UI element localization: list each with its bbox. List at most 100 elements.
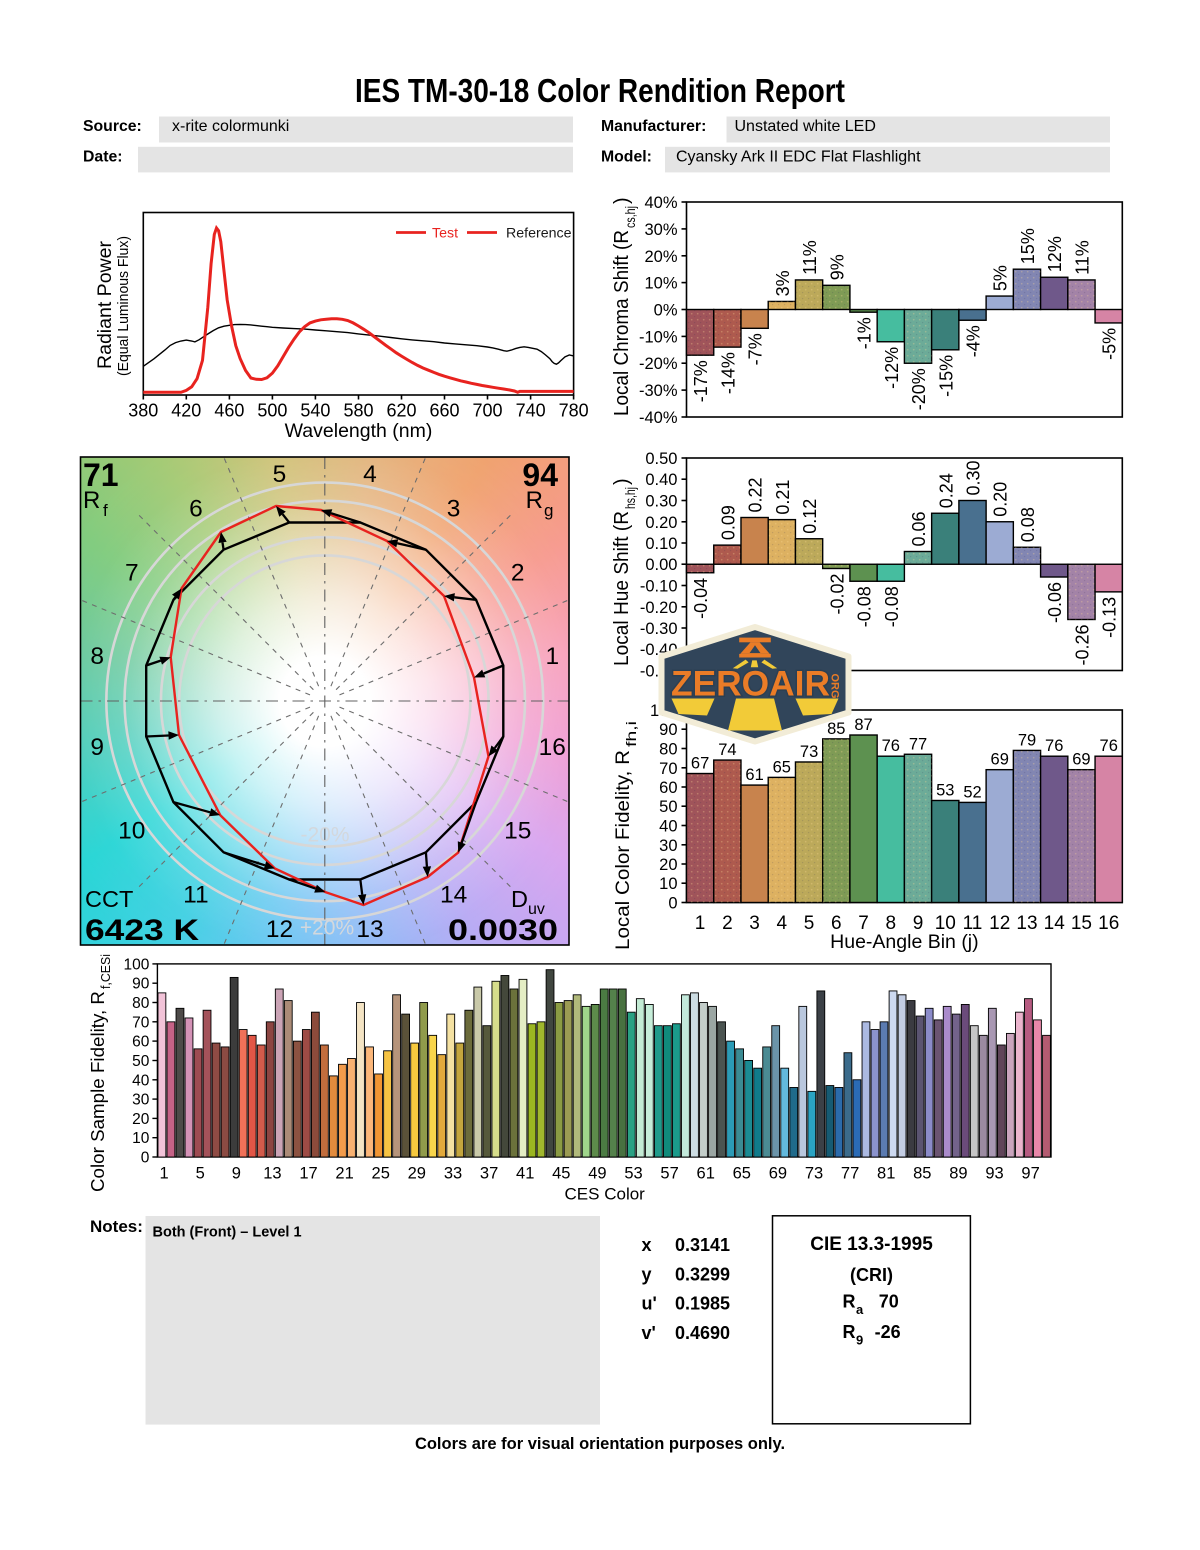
svg-text:65: 65 [773,758,791,776]
svg-text:-12%: -12% [882,347,902,389]
svg-text:g: g [544,501,553,520]
svg-text:0.4690: 0.4690 [675,1323,730,1343]
svg-text:Unstated white LED: Unstated white LED [735,118,876,135]
svg-text:Local Chroma Shift (R: Local Chroma Shift (R [611,230,633,416]
svg-text:Radiant Power: Radiant Power [95,240,116,369]
svg-text:a: a [856,1302,864,1317]
svg-text:9%: 9% [827,254,847,280]
svg-text:65: 65 [733,1165,751,1183]
svg-text:93: 93 [985,1165,1003,1183]
svg-text:70: 70 [132,1014,150,1031]
svg-text:1: 1 [695,913,706,934]
svg-text:5%: 5% [991,265,1011,291]
svg-text:9: 9 [90,734,104,761]
svg-text:0.24: 0.24 [936,473,956,508]
svg-text:97: 97 [1021,1165,1039,1183]
svg-text:60: 60 [132,1034,150,1051]
svg-text:-0.02: -0.02 [827,574,847,615]
svg-text:87: 87 [854,716,872,734]
svg-text:3%: 3% [773,270,793,296]
svg-text:41: 41 [516,1165,534,1183]
svg-text:): ) [611,478,633,485]
svg-text:14: 14 [1044,913,1066,934]
svg-text:f: f [103,501,108,520]
svg-text:30: 30 [659,837,677,855]
svg-text:-0.10: -0.10 [640,578,678,596]
svg-text:Local Hue Shift (R: Local Hue Shift (R [611,511,633,666]
svg-text:53: 53 [624,1165,642,1183]
svg-text:2: 2 [511,560,525,587]
svg-text:9: 9 [232,1165,241,1183]
svg-text:15%: 15% [1018,228,1038,264]
svg-text:61: 61 [745,766,763,784]
svg-text:-26: -26 [875,1322,901,1342]
svg-text:R: R [83,487,100,514]
svg-text:620: 620 [386,401,416,421]
svg-text:8: 8 [90,643,104,670]
svg-text:660: 660 [429,401,459,421]
svg-text:-30%: -30% [639,382,678,400]
svg-text:81: 81 [877,1165,895,1183]
svg-text:-17%: -17% [691,360,711,402]
svg-text:61: 61 [697,1165,715,1183]
svg-text:-10%: -10% [639,328,678,346]
svg-text:Color Sample Fidelity, R: Color Sample Fidelity, R [88,991,108,1192]
svg-text:5: 5 [273,461,287,488]
svg-text:IES TM-30-18 Color Rendition R: IES TM-30-18 Color Rendition Report [355,72,845,109]
svg-text:69: 69 [991,751,1009,769]
svg-text:40: 40 [659,818,677,836]
svg-text:-20%: -20% [639,355,678,373]
svg-text:90: 90 [132,976,150,993]
svg-text:Source:: Source: [83,118,142,135]
svg-text:Local Color Fidelity, R: Local Color Fidelity, R [613,750,634,950]
svg-text:90: 90 [659,721,677,739]
svg-text:+20%: +20% [300,917,354,940]
svg-text:0.30: 0.30 [964,460,984,495]
svg-text:Wavelength (nm): Wavelength (nm) [285,420,433,442]
svg-text:45: 45 [552,1165,570,1183]
svg-text:-1%: -1% [855,317,875,349]
svg-text:-0.13: -0.13 [1100,597,1120,638]
svg-text:0: 0 [668,895,677,913]
svg-text:Manufacturer:: Manufacturer: [601,118,706,135]
svg-text:ORG: ORG [829,674,841,699]
svg-text:50: 50 [659,798,677,816]
svg-text:780: 780 [559,401,589,421]
svg-text:16: 16 [539,734,566,761]
svg-text:69: 69 [1072,751,1090,769]
svg-text:R: R [843,1322,856,1342]
svg-text:-0.26: -0.26 [1072,625,1092,666]
svg-text:hs,hj: hs,hj [622,487,638,509]
svg-text:85: 85 [827,720,845,738]
svg-text:740: 740 [516,401,546,421]
svg-text:0.22: 0.22 [746,477,766,512]
svg-text:8: 8 [886,913,897,934]
svg-text:1: 1 [545,643,559,670]
svg-text:D: D [511,886,528,912]
svg-text:Notes:: Notes: [90,1217,143,1236]
svg-text:-0.06: -0.06 [1045,582,1065,623]
svg-text:20: 20 [132,1111,150,1128]
svg-text:15: 15 [504,817,531,844]
svg-text:-0.04: -0.04 [691,578,711,619]
svg-text:-0.08: -0.08 [855,586,875,627]
svg-text:52: 52 [963,783,981,801]
svg-text:30: 30 [132,1092,150,1109]
svg-text:0: 0 [141,1150,150,1167]
svg-text:(CRI): (CRI) [850,1265,893,1285]
svg-text:700: 700 [472,401,502,421]
svg-text:73: 73 [800,743,818,761]
svg-text:-20%: -20% [300,824,349,847]
svg-text:y: y [642,1264,652,1284]
svg-text:CIE 13.3-1995: CIE 13.3-1995 [810,1234,933,1255]
svg-text:70: 70 [879,1292,899,1312]
svg-text:77: 77 [841,1165,859,1183]
svg-text:Cyansky Ark II EDC Flat Flashl: Cyansky Ark II EDC Flat Flashlight [676,148,921,165]
svg-text:cs,hj: cs,hj [622,206,638,228]
svg-text:0.06: 0.06 [909,511,929,546]
svg-text:5: 5 [804,913,815,934]
svg-text:0.20: 0.20 [991,482,1011,517]
svg-text:-14%: -14% [718,352,738,394]
svg-text:15: 15 [1071,913,1092,934]
svg-text:10: 10 [132,1130,150,1147]
